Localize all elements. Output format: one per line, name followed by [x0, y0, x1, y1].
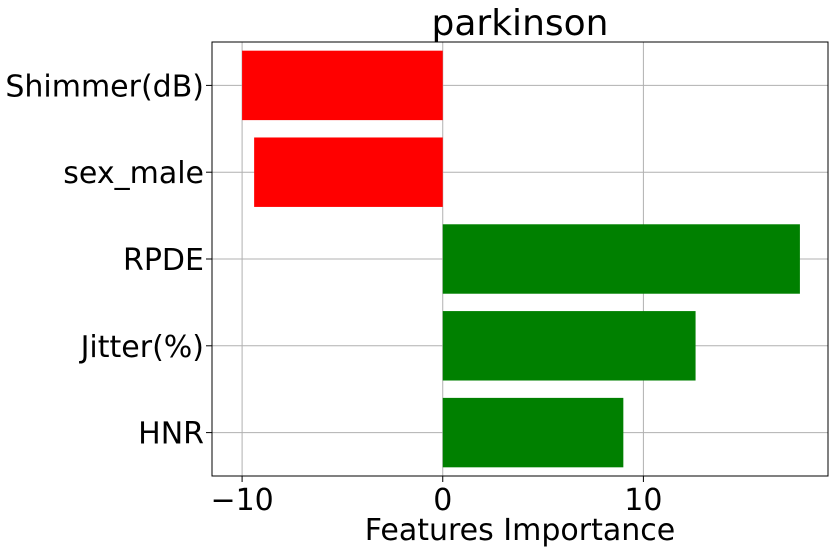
- y-tick-label: sex_male: [63, 156, 204, 191]
- bar-shimmer-db: [242, 50, 443, 121]
- x-axis-label: Features Importance: [365, 513, 675, 548]
- y-tick-label: Jitter(%): [79, 330, 204, 365]
- bar-sex-male: [254, 137, 443, 207]
- y-axis: Shimmer(dB) sex_male RPDE Jitter(%) HNR: [5, 69, 212, 452]
- bars: [242, 50, 800, 468]
- bar-hnr: [442, 397, 624, 468]
- x-tick-label: 0: [433, 483, 452, 518]
- x-tick-label: 10: [624, 483, 662, 518]
- bar-jitter: [442, 311, 696, 381]
- y-tick-label: RPDE: [123, 243, 204, 278]
- chart-title: parkinson: [432, 3, 609, 44]
- bar-rpde: [442, 224, 800, 294]
- y-tick-label: HNR: [138, 417, 204, 452]
- x-tick-label: −10: [210, 483, 273, 518]
- x-axis: −10 0 10: [210, 476, 662, 518]
- y-tick-label: Shimmer(dB): [5, 69, 204, 104]
